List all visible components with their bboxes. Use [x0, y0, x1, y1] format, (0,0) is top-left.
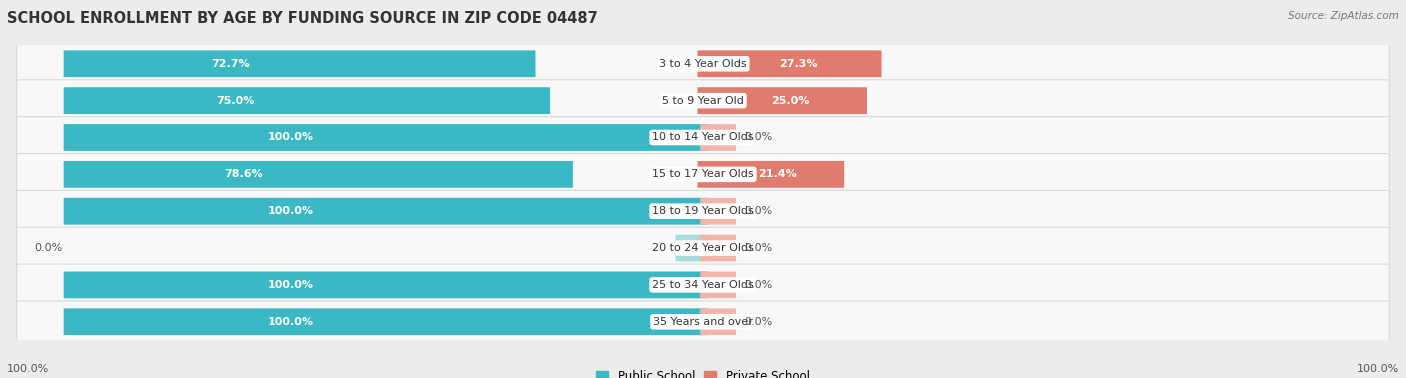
Text: 75.0%: 75.0% — [217, 96, 254, 105]
FancyBboxPatch shape — [700, 271, 737, 298]
Text: 25.0%: 25.0% — [770, 96, 810, 105]
FancyBboxPatch shape — [675, 235, 706, 262]
FancyBboxPatch shape — [700, 124, 737, 151]
FancyBboxPatch shape — [697, 50, 882, 77]
FancyBboxPatch shape — [17, 227, 1389, 269]
Text: 5 to 9 Year Old: 5 to 9 Year Old — [662, 96, 744, 105]
Text: 0.0%: 0.0% — [744, 243, 772, 253]
Text: 0.0%: 0.0% — [744, 206, 772, 216]
FancyBboxPatch shape — [63, 198, 709, 225]
Text: 0.0%: 0.0% — [744, 133, 772, 143]
FancyBboxPatch shape — [697, 87, 868, 114]
FancyBboxPatch shape — [700, 198, 737, 225]
Text: 78.6%: 78.6% — [224, 169, 263, 179]
Text: 3 to 4 Year Olds: 3 to 4 Year Olds — [659, 59, 747, 69]
FancyBboxPatch shape — [63, 271, 709, 298]
Text: 20 to 24 Year Olds: 20 to 24 Year Olds — [652, 243, 754, 253]
Text: 100.0%: 100.0% — [269, 317, 314, 327]
FancyBboxPatch shape — [63, 87, 550, 114]
Text: 100.0%: 100.0% — [1357, 364, 1399, 374]
FancyBboxPatch shape — [63, 308, 709, 335]
Text: 100.0%: 100.0% — [269, 206, 314, 216]
FancyBboxPatch shape — [17, 43, 1389, 85]
Text: 18 to 19 Year Olds: 18 to 19 Year Olds — [652, 206, 754, 216]
FancyBboxPatch shape — [700, 308, 737, 335]
Text: SCHOOL ENROLLMENT BY AGE BY FUNDING SOURCE IN ZIP CODE 04487: SCHOOL ENROLLMENT BY AGE BY FUNDING SOUR… — [7, 11, 598, 26]
Text: 0.0%: 0.0% — [744, 280, 772, 290]
Text: 25 to 34 Year Olds: 25 to 34 Year Olds — [652, 280, 754, 290]
Text: 100.0%: 100.0% — [269, 280, 314, 290]
FancyBboxPatch shape — [17, 153, 1389, 195]
Text: 100.0%: 100.0% — [269, 133, 314, 143]
Text: 10 to 14 Year Olds: 10 to 14 Year Olds — [652, 133, 754, 143]
Text: 72.7%: 72.7% — [211, 59, 250, 69]
Text: 0.0%: 0.0% — [744, 317, 772, 327]
FancyBboxPatch shape — [697, 161, 844, 188]
Legend: Public School, Private School: Public School, Private School — [592, 365, 814, 378]
FancyBboxPatch shape — [17, 191, 1389, 232]
Text: 27.3%: 27.3% — [779, 59, 817, 69]
Text: Source: ZipAtlas.com: Source: ZipAtlas.com — [1288, 11, 1399, 21]
FancyBboxPatch shape — [17, 117, 1389, 158]
FancyBboxPatch shape — [17, 301, 1389, 342]
Text: 21.4%: 21.4% — [758, 169, 797, 179]
FancyBboxPatch shape — [63, 50, 536, 77]
Text: 0.0%: 0.0% — [34, 243, 62, 253]
FancyBboxPatch shape — [17, 264, 1389, 306]
FancyBboxPatch shape — [63, 161, 572, 188]
FancyBboxPatch shape — [63, 124, 709, 151]
Text: 35 Years and over: 35 Years and over — [652, 317, 754, 327]
Text: 100.0%: 100.0% — [7, 364, 49, 374]
FancyBboxPatch shape — [17, 80, 1389, 121]
Text: 15 to 17 Year Olds: 15 to 17 Year Olds — [652, 169, 754, 179]
FancyBboxPatch shape — [700, 235, 737, 262]
